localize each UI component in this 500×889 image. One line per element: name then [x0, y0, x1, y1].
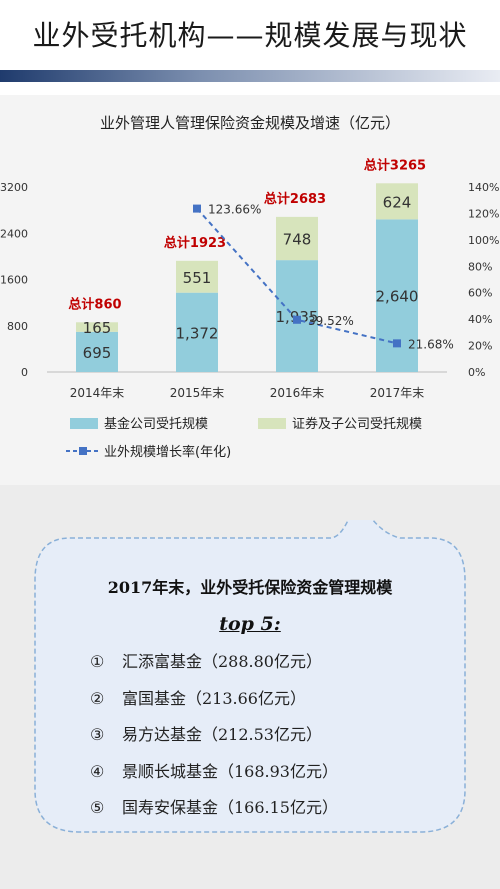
y-left-tick-label: 3200 — [0, 181, 28, 194]
growth-rate-data-label: 123.66% — [208, 203, 261, 217]
list-item-number: ③ — [90, 725, 105, 744]
bar-fund-data-label: 1,372 — [176, 324, 219, 342]
y-left-tick-label: 2400 — [0, 227, 28, 240]
y-right-tick-label: 120% — [468, 207, 499, 220]
bar-fund-data-label: 695 — [83, 344, 112, 362]
list-item-number: ① — [90, 652, 105, 671]
list-item: ① 汇添富基金（288.80亿元） — [90, 648, 338, 685]
legend-swatch-fund — [70, 418, 98, 429]
chart-title: 业外管理人管理保险资金规模及增速（亿元） — [99, 114, 400, 132]
x-tick-label: 2014年末 — [70, 386, 125, 400]
list-item-number: ② — [90, 688, 105, 708]
legend-label-securities: 证券及子公司受托规模 — [292, 416, 422, 432]
y-right-tick-label: 40% — [468, 313, 492, 326]
growth-rate-point — [293, 315, 301, 324]
speech-bubble — [34, 520, 466, 833]
y-right-tick-label: 0% — [468, 366, 485, 379]
y-right-tick-label: 100% — [468, 234, 499, 247]
bar-line-chart: 0 800 1600 2400 3200 0% 20% 40% 60% 80% 100% 120% 14… — [0, 157, 499, 460]
y-left-tick-label: 0 — [21, 366, 28, 379]
list-item: ③ 易方达基金（212.53亿元） — [90, 721, 338, 758]
bar-securities-company — [76, 322, 118, 332]
growth-rate-line — [196, 207, 398, 345]
bar-securities-company — [176, 260, 218, 293]
list-item: ④ 景顺长城基金（168.93亿元） — [90, 758, 338, 795]
bar-securities-data-label: 551 — [183, 269, 212, 287]
bar-securities-data-label: 165 — [83, 319, 112, 337]
callout-subheading: top 5: — [0, 613, 500, 635]
bar-securities-company — [276, 216, 318, 261]
total-label: 总计860 — [68, 296, 121, 312]
growth-rate-point — [393, 339, 401, 348]
callout-heading: 2017年末，业外受托保险资金管理规模 — [107, 578, 393, 597]
list-item-number: ⑤ — [90, 798, 105, 817]
growth-rate-data-label: 39.52% — [308, 314, 354, 328]
total-label: 总计1923 — [164, 235, 226, 251]
total-label: 总计2683 — [264, 191, 326, 207]
list-item: ② 富国基金（213.66亿元） — [90, 685, 338, 722]
bar-securities-company — [376, 183, 418, 220]
top5-list: ① 汇添富基金（288.80亿元） ② 富国基金（213.66亿元） ③ 易方达基金（… — [90, 648, 338, 831]
list-item-number: ④ — [90, 761, 105, 781]
bar-securities-data-label: 624 — [383, 193, 412, 211]
bar-securities-data-label: 748 — [283, 231, 312, 249]
bar-fund-company — [176, 292, 218, 372]
x-tick-label: 2015年末 — [170, 386, 225, 400]
y-right-tick-label: 140% — [468, 181, 499, 194]
list-item-text: 国寿安保基金（166.15亿元） — [122, 798, 338, 817]
legend-swatch-securities — [258, 418, 286, 429]
y-left-tick-label: 1600 — [0, 274, 28, 287]
legend-label-fund: 基金公司受托规模 — [104, 416, 208, 432]
list-item: ⑤ 国寿安保基金（166.15亿元） — [90, 794, 338, 831]
bar-fund-company — [76, 331, 118, 372]
title-underline-bar — [0, 70, 500, 82]
growth-rate-point — [193, 204, 201, 213]
growth-rate-data-label: 21.68% — [408, 337, 454, 351]
list-item-text: 易方达基金（212.53亿元） — [122, 725, 322, 744]
list-item-text: 景顺长城基金（168.93亿元） — [122, 761, 338, 781]
y-left-tick-label: 800 — [7, 320, 28, 333]
bar-fund-data-label: 2,640 — [376, 288, 419, 306]
list-item-text: 富国基金（213.66亿元） — [122, 688, 306, 708]
legend-label-growth: 业外规模增长率(年化) — [104, 444, 231, 460]
x-tick-label: 2017年末 — [370, 386, 425, 400]
y-right-tick-label: 20% — [468, 340, 492, 353]
legend-marker-growth — [79, 447, 87, 455]
x-tick-label: 2016年末 — [270, 386, 325, 400]
list-item-text: 汇添富基金（288.80亿元） — [122, 652, 322, 671]
y-right-tick-label: 80% — [468, 260, 492, 273]
total-label: 总计3265 — [364, 157, 426, 173]
y-right-tick-label: 60% — [468, 287, 492, 300]
page-title: 业外受托机构——规模发展与现状 — [32, 19, 468, 52]
top5-label: top 5: — [219, 613, 281, 635]
